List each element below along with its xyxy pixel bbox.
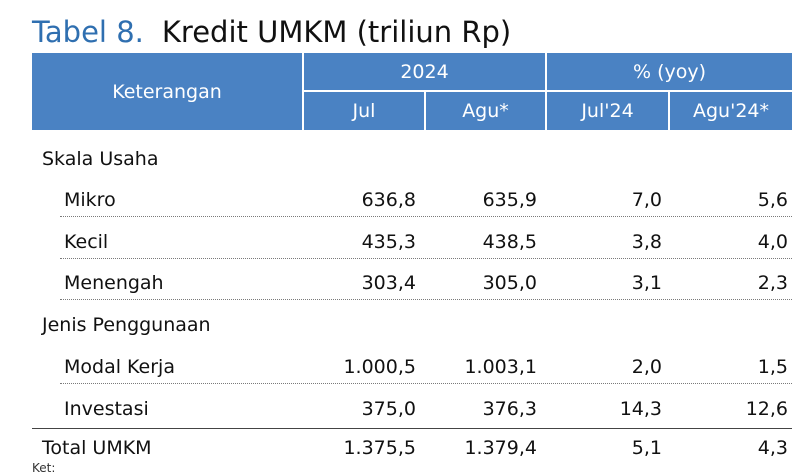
cell-kecil-agu24: 4,0 — [757, 231, 788, 253]
cell-total-jul24: 5,1 — [631, 437, 662, 459]
row-label-menengah: Menengah — [64, 272, 164, 294]
cell-investasi-agu24: 12,6 — [745, 398, 788, 420]
row-divider — [60, 258, 792, 259]
header-col-agu-label: Agu* — [462, 100, 509, 122]
row-divider — [60, 383, 792, 384]
cell-mikro-agu24: 5,6 — [757, 189, 788, 211]
footnote: Ket: — [32, 461, 56, 475]
section-title-jenis-penggunaan: Jenis Penggunaan — [42, 314, 211, 336]
header-group-2024: 2024 — [304, 53, 545, 90]
cell-mikro-agu: 635,9 — [482, 189, 537, 211]
row-label-mikro: Mikro — [64, 189, 116, 211]
cell-mikro-jul24: 7,0 — [631, 189, 662, 211]
row-label-total: Total UMKM — [42, 437, 152, 459]
cell-menengah-agu: 305,0 — [482, 272, 537, 294]
cell-investasi-jul24: 14,3 — [619, 398, 662, 420]
cell-modal-kerja-agu24: 1,5 — [757, 356, 788, 378]
cell-kecil-agu: 438,5 — [482, 231, 537, 253]
header-col-jul: Jul — [304, 92, 424, 130]
row-divider — [60, 216, 792, 217]
header-col-agu24-label: Agu'24* — [693, 100, 769, 122]
row-label-modal-kerja: Modal Kerja — [64, 356, 175, 378]
header-col-jul24: Jul'24 — [547, 92, 668, 130]
row-divider — [60, 299, 792, 300]
header-col-agu24: Agu'24* — [670, 92, 792, 130]
header-keterangan-label: Keterangan — [112, 80, 222, 103]
header-keterangan: Keterangan — [32, 53, 302, 130]
cell-menengah-jul24: 3,1 — [631, 272, 662, 294]
header-group-yoy-label: % (yoy) — [632, 60, 707, 83]
cell-modal-kerja-jul: 1.000,5 — [343, 356, 416, 378]
cell-kecil-jul: 435,3 — [361, 231, 416, 253]
total-divider — [32, 428, 792, 429]
cell-menengah-agu24: 2,3 — [757, 272, 788, 294]
cell-modal-kerja-agu: 1.003,1 — [464, 356, 537, 378]
row-label-kecil: Kecil — [64, 231, 109, 253]
cell-mikro-jul: 636,8 — [361, 189, 416, 211]
cell-kecil-jul24: 3,8 — [631, 231, 662, 253]
cell-investasi-agu: 376,3 — [482, 398, 537, 420]
header-col-agu: Agu* — [426, 92, 545, 130]
header-col-jul-label: Jul — [352, 100, 376, 122]
cell-menengah-jul: 303,4 — [361, 272, 416, 294]
header-group-2024-label: 2024 — [400, 60, 449, 83]
table-number: Tabel 8. — [32, 15, 144, 49]
table-caption: Kredit UMKM (triliun Rp) — [161, 15, 512, 49]
header-col-jul24-label: Jul'24 — [581, 100, 634, 122]
table-title: Tabel 8. Kredit UMKM (triliun Rp) — [32, 12, 511, 52]
cell-investasi-jul: 375,0 — [361, 398, 416, 420]
cell-modal-kerja-jul24: 2,0 — [631, 356, 662, 378]
cell-total-jul: 1.375,5 — [343, 437, 416, 459]
cell-total-agu24: 4,3 — [757, 437, 788, 459]
row-label-investasi: Investasi — [64, 398, 149, 420]
header-group-yoy: % (yoy) — [547, 53, 792, 90]
section-title-skala-usaha: Skala Usaha — [42, 148, 159, 170]
cell-total-agu: 1.379,4 — [464, 437, 537, 459]
